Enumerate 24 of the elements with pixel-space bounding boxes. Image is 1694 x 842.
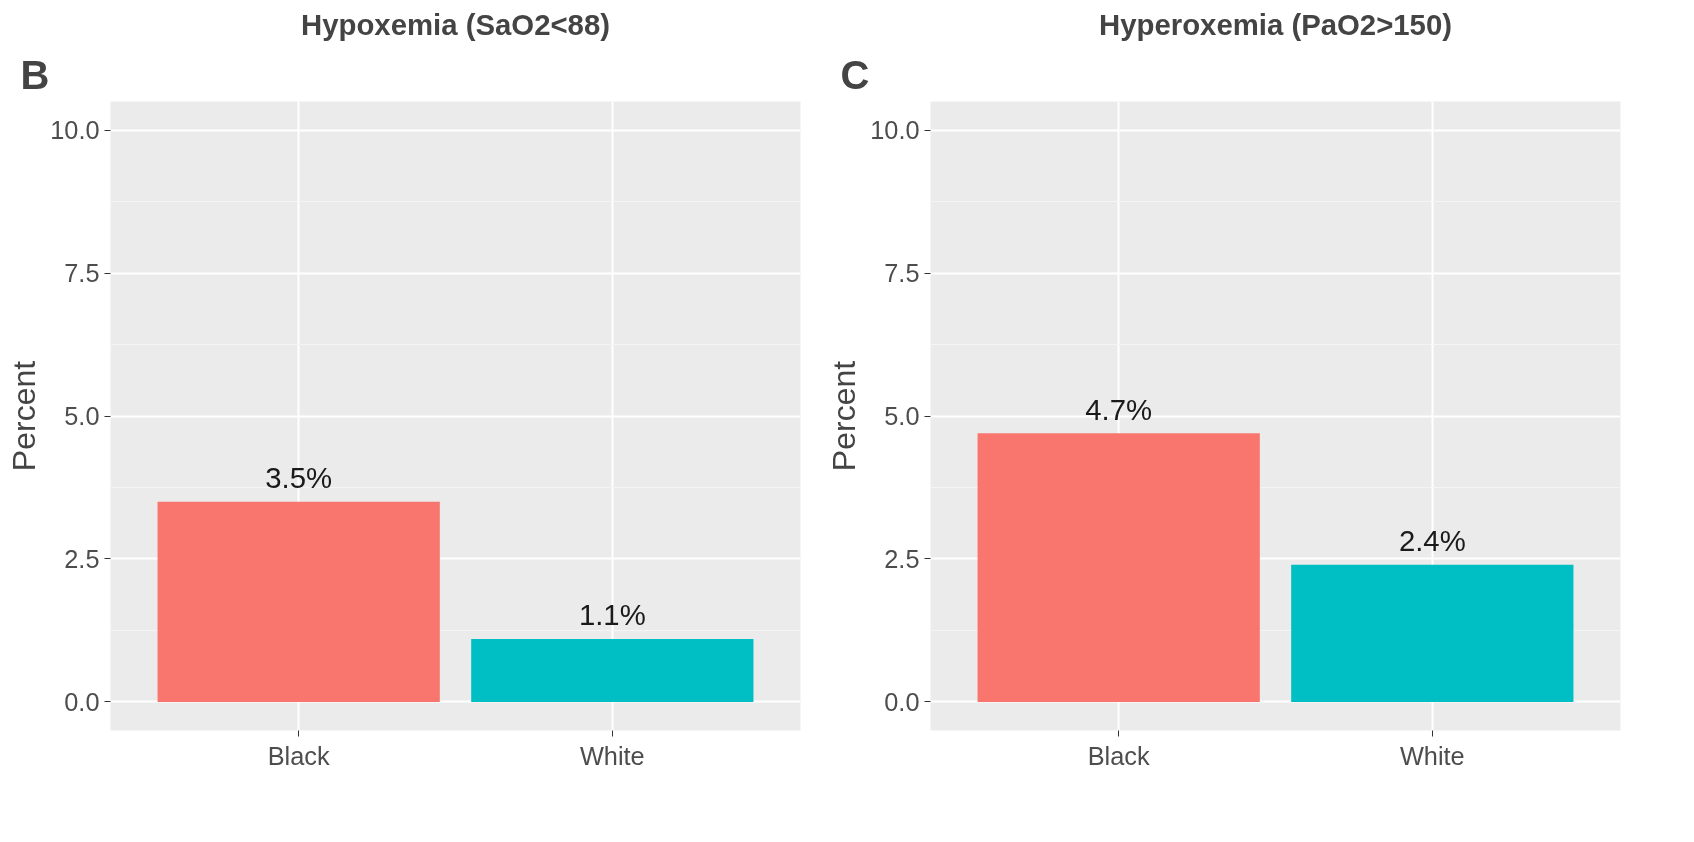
chart-title: Hyperoxemia (PaO2>150) — [1099, 7, 1452, 41]
data-label: 1.1% — [578, 598, 646, 632]
data-label: 3.5% — [265, 461, 333, 495]
text: B — [20, 52, 50, 97]
text: C — [840, 52, 870, 97]
data-label: 4.7% — [1085, 392, 1153, 426]
y-tick-label: 0.0 — [884, 687, 920, 716]
y-tick-label: 5.0 — [64, 402, 100, 430]
y-tick-label: 10.0 — [50, 116, 100, 145]
y-tick-label: 2.5 — [64, 544, 100, 573]
y-axis-title: Percent — [6, 360, 43, 472]
data-label: 2.4% — [1398, 524, 1466, 558]
y-tick-label: 0.0 — [64, 687, 100, 716]
x-tick-label: Black — [1087, 741, 1150, 770]
y-tick-label: 10.0 — [870, 116, 920, 145]
y-axis-title: Percent — [826, 360, 863, 472]
x-tick-label: White — [579, 741, 645, 770]
y-tick-label: 5.0 — [884, 402, 920, 430]
chart-title: Hypoxemia (SaO2<88) — [301, 7, 610, 41]
x-tick-label: White — [1399, 741, 1465, 770]
x-tick-label: Black — [267, 741, 330, 770]
y-tick-label: 2.5 — [884, 544, 920, 573]
y-tick-label: 7.5 — [64, 259, 100, 288]
y-tick-label: 7.5 — [884, 259, 920, 288]
